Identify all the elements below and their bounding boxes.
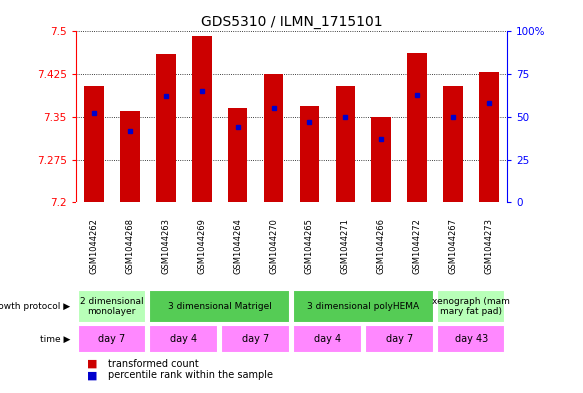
Text: GSM1044273: GSM1044273 bbox=[484, 218, 494, 274]
Text: day 7: day 7 bbox=[98, 334, 125, 344]
Bar bbox=[149, 290, 290, 323]
Bar bbox=[371, 117, 391, 202]
Bar bbox=[300, 105, 319, 202]
Bar bbox=[84, 86, 104, 202]
Text: 3 dimensional Matrigel: 3 dimensional Matrigel bbox=[168, 302, 272, 311]
Bar bbox=[336, 86, 355, 202]
Text: ■: ■ bbox=[87, 358, 98, 369]
Text: GSM1044266: GSM1044266 bbox=[377, 218, 386, 274]
Bar bbox=[222, 325, 290, 353]
Text: day 4: day 4 bbox=[314, 334, 341, 344]
Text: xenograph (mam
mary fat pad): xenograph (mam mary fat pad) bbox=[433, 297, 510, 316]
Bar bbox=[408, 53, 427, 202]
Text: percentile rank within the sample: percentile rank within the sample bbox=[108, 370, 273, 380]
Text: GSM1044267: GSM1044267 bbox=[449, 218, 458, 274]
Bar bbox=[293, 325, 361, 353]
Bar bbox=[444, 86, 463, 202]
Text: day 4: day 4 bbox=[170, 334, 197, 344]
Text: transformed count: transformed count bbox=[108, 358, 199, 369]
Text: GSM1044265: GSM1044265 bbox=[305, 218, 314, 274]
Bar bbox=[479, 72, 499, 202]
Text: time ▶: time ▶ bbox=[40, 334, 70, 343]
Bar bbox=[228, 108, 247, 202]
Text: GSM1044268: GSM1044268 bbox=[125, 218, 134, 274]
Text: GSM1044263: GSM1044263 bbox=[161, 218, 170, 274]
Bar bbox=[365, 325, 434, 353]
Text: day 7: day 7 bbox=[242, 334, 269, 344]
Bar bbox=[78, 325, 146, 353]
Text: GSM1044270: GSM1044270 bbox=[269, 218, 278, 274]
Bar bbox=[120, 111, 139, 202]
Bar bbox=[192, 36, 212, 202]
Bar bbox=[78, 290, 146, 323]
Text: 3 dimensional polyHEMA: 3 dimensional polyHEMA bbox=[307, 302, 419, 311]
Bar bbox=[437, 325, 505, 353]
Bar bbox=[149, 325, 218, 353]
Bar bbox=[437, 290, 505, 323]
Bar bbox=[264, 74, 283, 202]
Text: day 7: day 7 bbox=[386, 334, 413, 344]
Text: GSM1044262: GSM1044262 bbox=[89, 218, 99, 274]
Text: 2 dimensional
monolayer: 2 dimensional monolayer bbox=[80, 297, 143, 316]
Text: growth protocol ▶: growth protocol ▶ bbox=[0, 302, 70, 311]
Title: GDS5310 / ILMN_1715101: GDS5310 / ILMN_1715101 bbox=[201, 15, 382, 29]
Bar bbox=[293, 290, 434, 323]
Text: GSM1044272: GSM1044272 bbox=[413, 218, 422, 274]
Text: GSM1044271: GSM1044271 bbox=[341, 218, 350, 274]
Bar bbox=[156, 54, 175, 202]
Text: GSM1044264: GSM1044264 bbox=[233, 218, 242, 274]
Text: GSM1044269: GSM1044269 bbox=[197, 218, 206, 274]
Text: day 43: day 43 bbox=[455, 334, 488, 344]
Text: ■: ■ bbox=[87, 370, 98, 380]
